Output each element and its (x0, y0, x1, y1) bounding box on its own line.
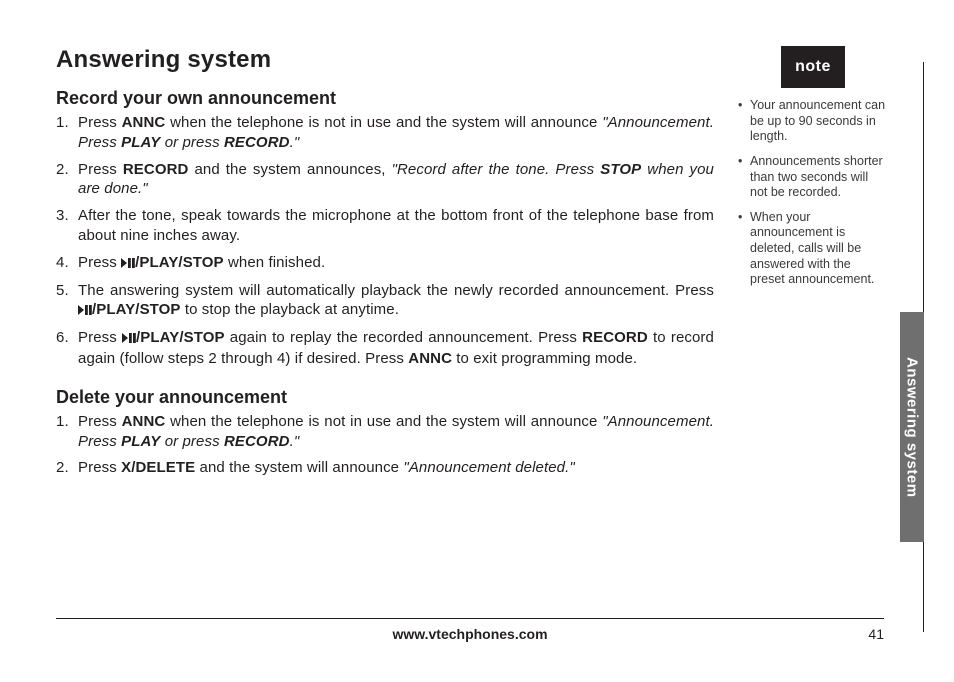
text: and the system announces, (188, 161, 391, 178)
text: Press (78, 161, 123, 178)
play-stop-icon (121, 254, 135, 274)
section-heading-record: Record your own announcement (56, 88, 714, 109)
text-bold: /PLAY/STOP (135, 254, 224, 271)
text-bold: /PLAY/STOP (136, 329, 225, 346)
text: Press (78, 329, 122, 346)
text-bold: RECORD (123, 161, 189, 178)
text: and the system will announce (195, 459, 403, 476)
text-bold: RECORD (582, 329, 648, 346)
text-bold-italic: PLAY (121, 433, 160, 450)
text-italic: or press (160, 433, 224, 450)
text-italic: "Announcement deleted." (403, 459, 574, 476)
note-column: note Your announcement can be up to 90 s… (728, 46, 888, 485)
record-step: Press RECORD and the system announces, "… (56, 160, 714, 200)
page-footer: www.vtechphones.com 41 (56, 626, 884, 642)
text: to exit programming mode. (452, 350, 637, 367)
text: Press (78, 254, 121, 271)
text-bold-italic: RECORD (224, 433, 290, 450)
record-step: Press /PLAY/STOP again to replay the rec… (56, 328, 714, 369)
note-badge: note (781, 46, 845, 88)
delete-step: Press X/DELETE and the system will annou… (56, 458, 714, 478)
delete-steps-list: Press ANNC when the telephone is not in … (56, 412, 714, 478)
text: The answering system will automatically … (78, 282, 714, 299)
play-stop-icon (78, 301, 92, 321)
text-italic: ." (290, 134, 300, 151)
record-step: The answering system will automatically … (56, 281, 714, 322)
page-number: 41 (868, 626, 884, 642)
text: Press (78, 459, 121, 476)
footer-rule (56, 618, 884, 619)
manual-page: Answering system Record your own announc… (0, 0, 954, 682)
play-stop-icon (122, 329, 136, 349)
text-italic: "Record after the tone. Press (392, 161, 601, 178)
text: to stop the playback at anytime. (181, 301, 399, 318)
text: when the telephone is not in use and the… (165, 114, 602, 131)
note-item: When your announcement is deleted, calls… (738, 210, 888, 288)
record-step: Press /PLAY/STOP when finished. (56, 253, 714, 274)
page-title: Answering system (56, 46, 714, 74)
text: Press (78, 413, 122, 430)
note-item: Announcements shorter than two seconds w… (738, 154, 888, 201)
note-item: Your announcement can be up to 90 second… (738, 98, 888, 145)
delete-step: Press ANNC when the telephone is not in … (56, 412, 714, 452)
section-tab-label: Answering system (900, 312, 924, 542)
text: Press (78, 114, 122, 131)
text-bold: X/DELETE (121, 459, 195, 476)
text-bold-italic: STOP (600, 161, 641, 178)
text-italic: ." (290, 433, 300, 450)
text-bold: ANNC (122, 114, 166, 131)
text-bold: ANNC (122, 413, 166, 430)
content-row: Answering system Record your own announc… (56, 46, 894, 485)
text-bold-italic: PLAY (121, 134, 160, 151)
record-step: After the tone, speak towards the microp… (56, 206, 714, 246)
footer-url: www.vtechphones.com (56, 626, 884, 642)
main-column: Answering system Record your own announc… (56, 46, 728, 485)
text: After the tone, speak towards the microp… (78, 207, 714, 244)
text-bold: /PLAY/STOP (92, 301, 181, 318)
text: again to replay the recorded announcemen… (225, 329, 583, 346)
text-bold-italic: RECORD (224, 134, 290, 151)
section-heading-delete: Delete your announcement (56, 387, 714, 408)
record-step: Press ANNC when the telephone is not in … (56, 113, 714, 153)
text: when finished. (224, 254, 326, 271)
text-italic: or press (160, 134, 224, 151)
record-steps-list: Press ANNC when the telephone is not in … (56, 113, 714, 369)
text: when the telephone is not in use and the… (165, 413, 602, 430)
text-bold: ANNC (408, 350, 452, 367)
note-list: Your announcement can be up to 90 second… (738, 98, 888, 288)
